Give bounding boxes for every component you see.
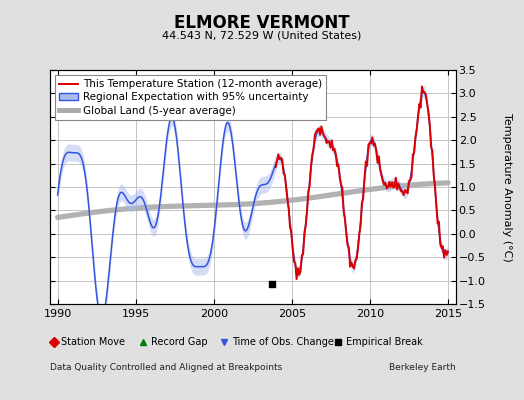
Y-axis label: Temperature Anomaly (°C): Temperature Anomaly (°C) [503, 113, 512, 261]
Text: 44.543 N, 72.529 W (United States): 44.543 N, 72.529 W (United States) [162, 30, 362, 40]
Legend: This Temperature Station (12-month average), Regional Expectation with 95% uncer: This Temperature Station (12-month avera… [55, 75, 326, 120]
Text: ELMORE VERMONT: ELMORE VERMONT [174, 14, 350, 32]
Text: Empirical Break: Empirical Break [346, 337, 422, 347]
Text: Berkeley Earth: Berkeley Earth [389, 363, 456, 372]
Text: Station Move: Station Move [61, 337, 125, 347]
Text: Record Gap: Record Gap [151, 337, 208, 347]
Text: Data Quality Controlled and Aligned at Breakpoints: Data Quality Controlled and Aligned at B… [50, 363, 282, 372]
Text: Time of Obs. Change: Time of Obs. Change [232, 337, 334, 347]
